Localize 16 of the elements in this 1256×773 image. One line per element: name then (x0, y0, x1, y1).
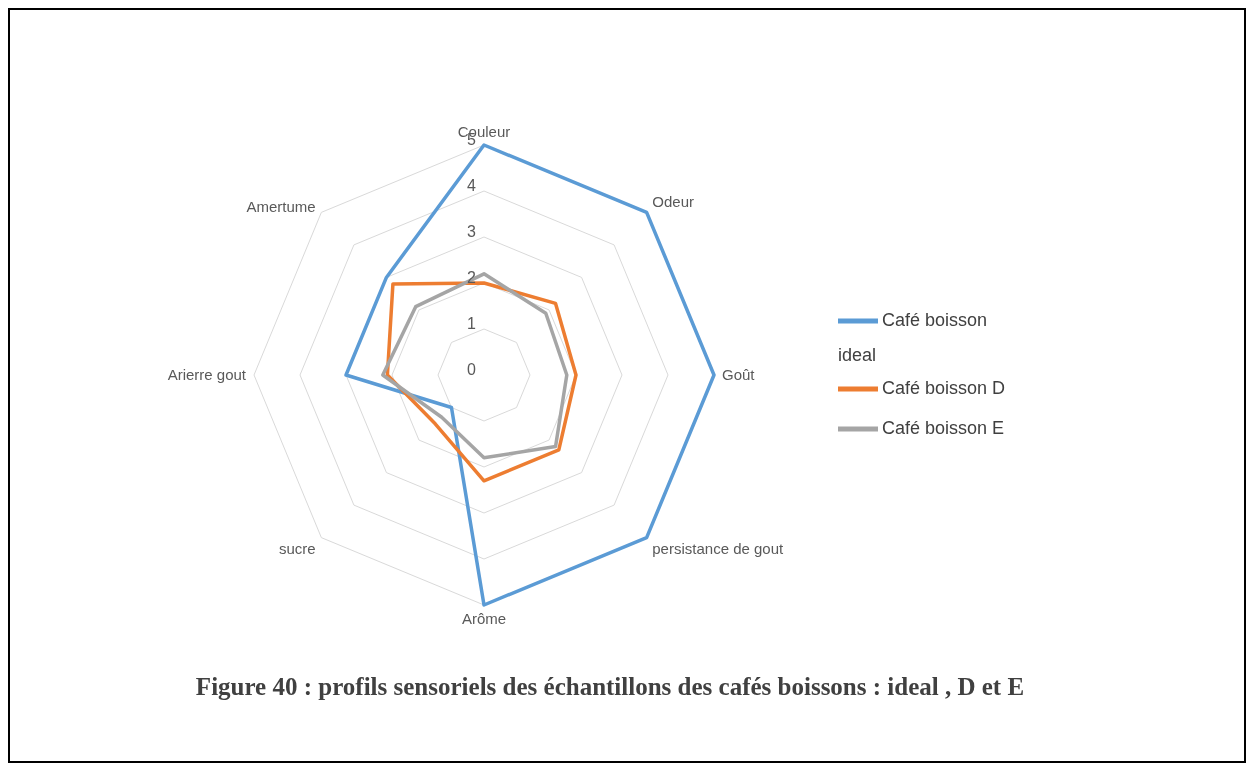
y-tick-label: 3 (467, 223, 477, 240)
legend-label: Café boisson D (882, 377, 1006, 398)
spoke-label: sucre (279, 539, 316, 557)
legend-label: Café boisson ideal (838, 309, 988, 365)
spoke-label: Goût (722, 366, 756, 384)
y-tick-label: 4 (467, 177, 477, 194)
spoke-label: Arôme (461, 609, 507, 627)
y-tick-label: 0 (467, 361, 477, 378)
y-tick-label: 1 (467, 315, 477, 332)
text: Figure 40 : profils sensoriels des échantillons des cafés boissons : ideal , D et E (194, 672, 1026, 702)
legend-label: Café boisson E (882, 417, 1005, 438)
spoke-label: Amertume (246, 198, 316, 216)
spoke-label: Arierre gout (167, 366, 247, 384)
spoke-label: Odeur (652, 192, 694, 210)
spoke-label: persistance de gout (652, 539, 785, 557)
y-tick-label: 2 (467, 269, 477, 286)
